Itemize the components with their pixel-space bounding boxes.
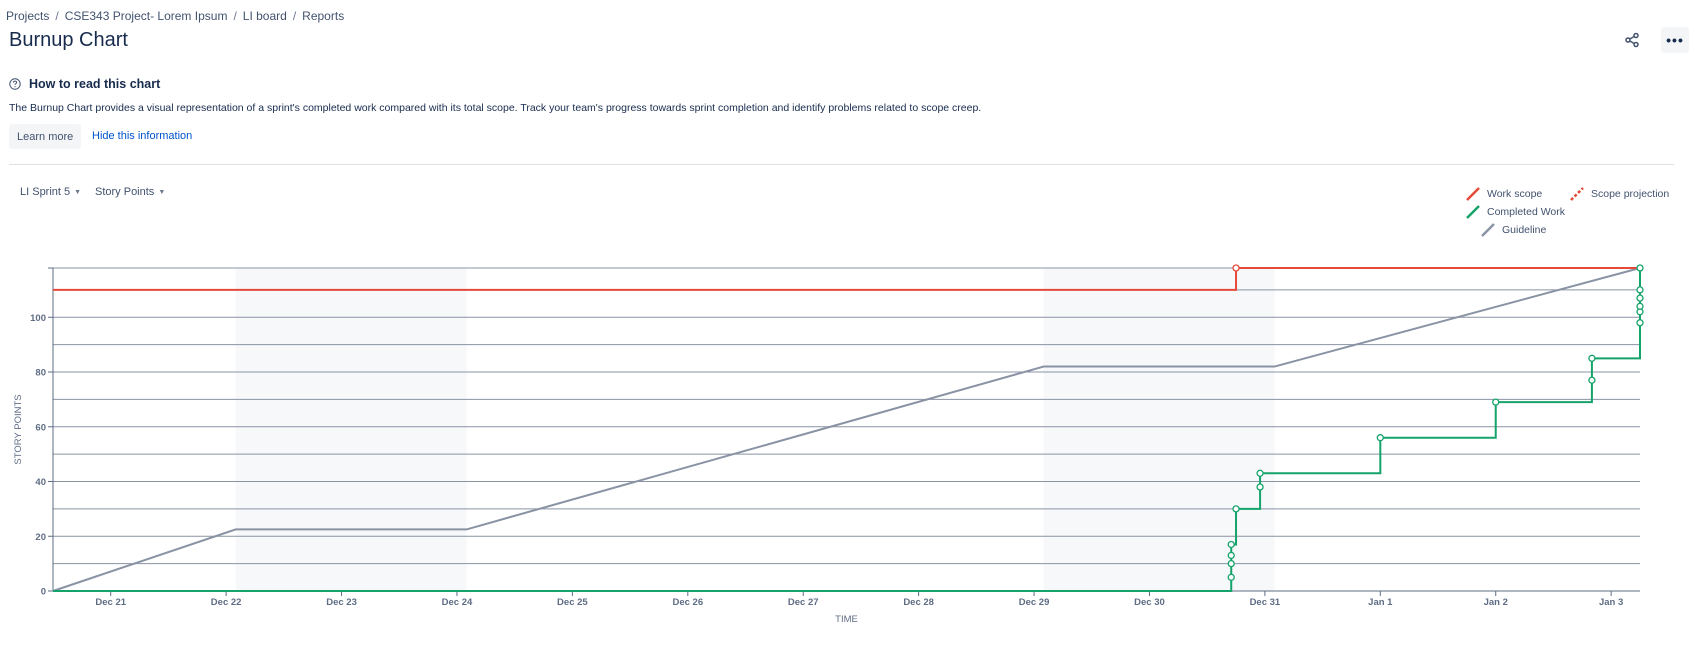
x-tick-label: Jan 1 [1368,597,1393,608]
completed-work-marker [1492,398,1500,406]
more-button[interactable]: ••• [1661,27,1689,53]
chevron-down-icon: ▼ [74,188,82,196]
breadcrumb-reports[interactable]: Reports [302,9,345,23]
chevron-down-icon: ▼ [158,188,166,196]
completed-work-marker [1588,376,1596,384]
legend-completed-work[interactable]: Completed Work [1465,204,1565,220]
question-circle-icon [9,78,21,90]
y-axis-label: STORY POINTS [13,394,24,464]
more-icon: ••• [1666,32,1684,48]
x-tick-label: Dec 29 [1019,597,1050,608]
legend-guideline[interactable]: Guideline [1480,222,1546,238]
breadcrumb-project[interactable]: CSE343 Project- Lorem Ipsum [64,9,228,23]
info-header: How to read this chart [9,77,160,91]
work-scope-marker [1232,264,1240,272]
x-tick-label: Dec 25 [557,597,588,608]
sprint-select-label: LI Sprint 5 [20,186,71,198]
x-tick-label: Jan 2 [1484,597,1508,608]
x-tick-label: Dec 22 [211,597,242,608]
completed-work-marker [1636,294,1644,302]
non-working-band [1043,268,1275,591]
page-title: Burnup Chart [9,29,128,51]
x-axis-label: TIME [835,614,858,625]
legend-work-scope[interactable]: Work scope [1465,186,1542,202]
breadcrumb-separator: / [233,9,237,23]
x-tick-label: Dec 30 [1134,597,1165,608]
completed-work-marker [1227,573,1235,581]
y-tick-label: 0 [41,587,46,598]
legend-swatch [1466,205,1480,219]
y-tick-label: 80 [35,368,46,379]
x-tick-label: Dec 27 [788,597,819,608]
x-tick-label: Dec 24 [442,597,473,608]
completed-work-marker [1256,469,1264,477]
breadcrumb: Projects / CSE343 Project- Lorem Ipsum / LI … [6,9,344,23]
legend-label: Work scope [1487,188,1543,200]
completed-work-marker [1636,286,1644,294]
x-tick-label: Dec 23 [326,597,357,608]
completed-work-marker [1227,559,1235,568]
completed-work-marker [1636,302,1644,310]
sprint-select[interactable]: LI Sprint 5 ▼ [20,186,81,198]
y-tick-label: 60 [35,422,46,433]
estimation-select[interactable]: Story Points ▼ [95,186,165,198]
y-tick-label: 40 [35,477,46,488]
legend-swatch [1570,187,1584,201]
legend-swatch [1481,223,1495,237]
hide-info-link[interactable]: Hide this information [92,130,193,142]
legend-scope-projection[interactable]: Scope projection [1569,186,1669,202]
x-tick-label: Dec 31 [1250,597,1281,608]
completed-work-marker [1376,434,1384,442]
legend-label: Guideline [1502,224,1547,236]
completed-work-marker [1636,319,1644,327]
completed-work-marker [1227,540,1235,549]
share-button[interactable] [1620,28,1644,52]
x-tick-label: Jan 3 [1599,597,1623,608]
guideline-line [52,267,1641,592]
y-tick-label: 20 [35,532,46,543]
y-tick-label: 100 [30,313,46,324]
breadcrumb-separator: / [55,9,59,23]
learn-more-button[interactable]: Learn more [9,124,82,149]
non-working-band [235,268,467,591]
legend-swatch [1466,187,1480,201]
completed-work-marker [1256,483,1264,491]
breadcrumb-separator: / [292,9,297,23]
x-tick-label: Dec 28 [903,597,934,608]
info-description: The Burnup Chart provides a visual repre… [9,102,982,114]
completed-work-marker [1636,264,1644,272]
divider [9,164,1674,165]
completed-work-marker [1588,354,1596,362]
work-scope-line [53,267,1640,291]
share-icon [1625,32,1639,48]
breadcrumb-board[interactable]: LI board [242,9,287,23]
x-tick-label: Dec 26 [672,597,703,608]
legend-label: Scope projection [1591,188,1670,200]
info-title: How to read this chart [29,77,161,91]
x-tick-label: Dec 21 [95,597,126,608]
completed-work-marker [1227,551,1235,560]
legend-label: Completed Work [1487,206,1566,218]
breadcrumb-projects[interactable]: Projects [6,9,50,23]
completed-work-marker [1232,505,1240,513]
estimation-select-label: Story Points [95,186,155,198]
